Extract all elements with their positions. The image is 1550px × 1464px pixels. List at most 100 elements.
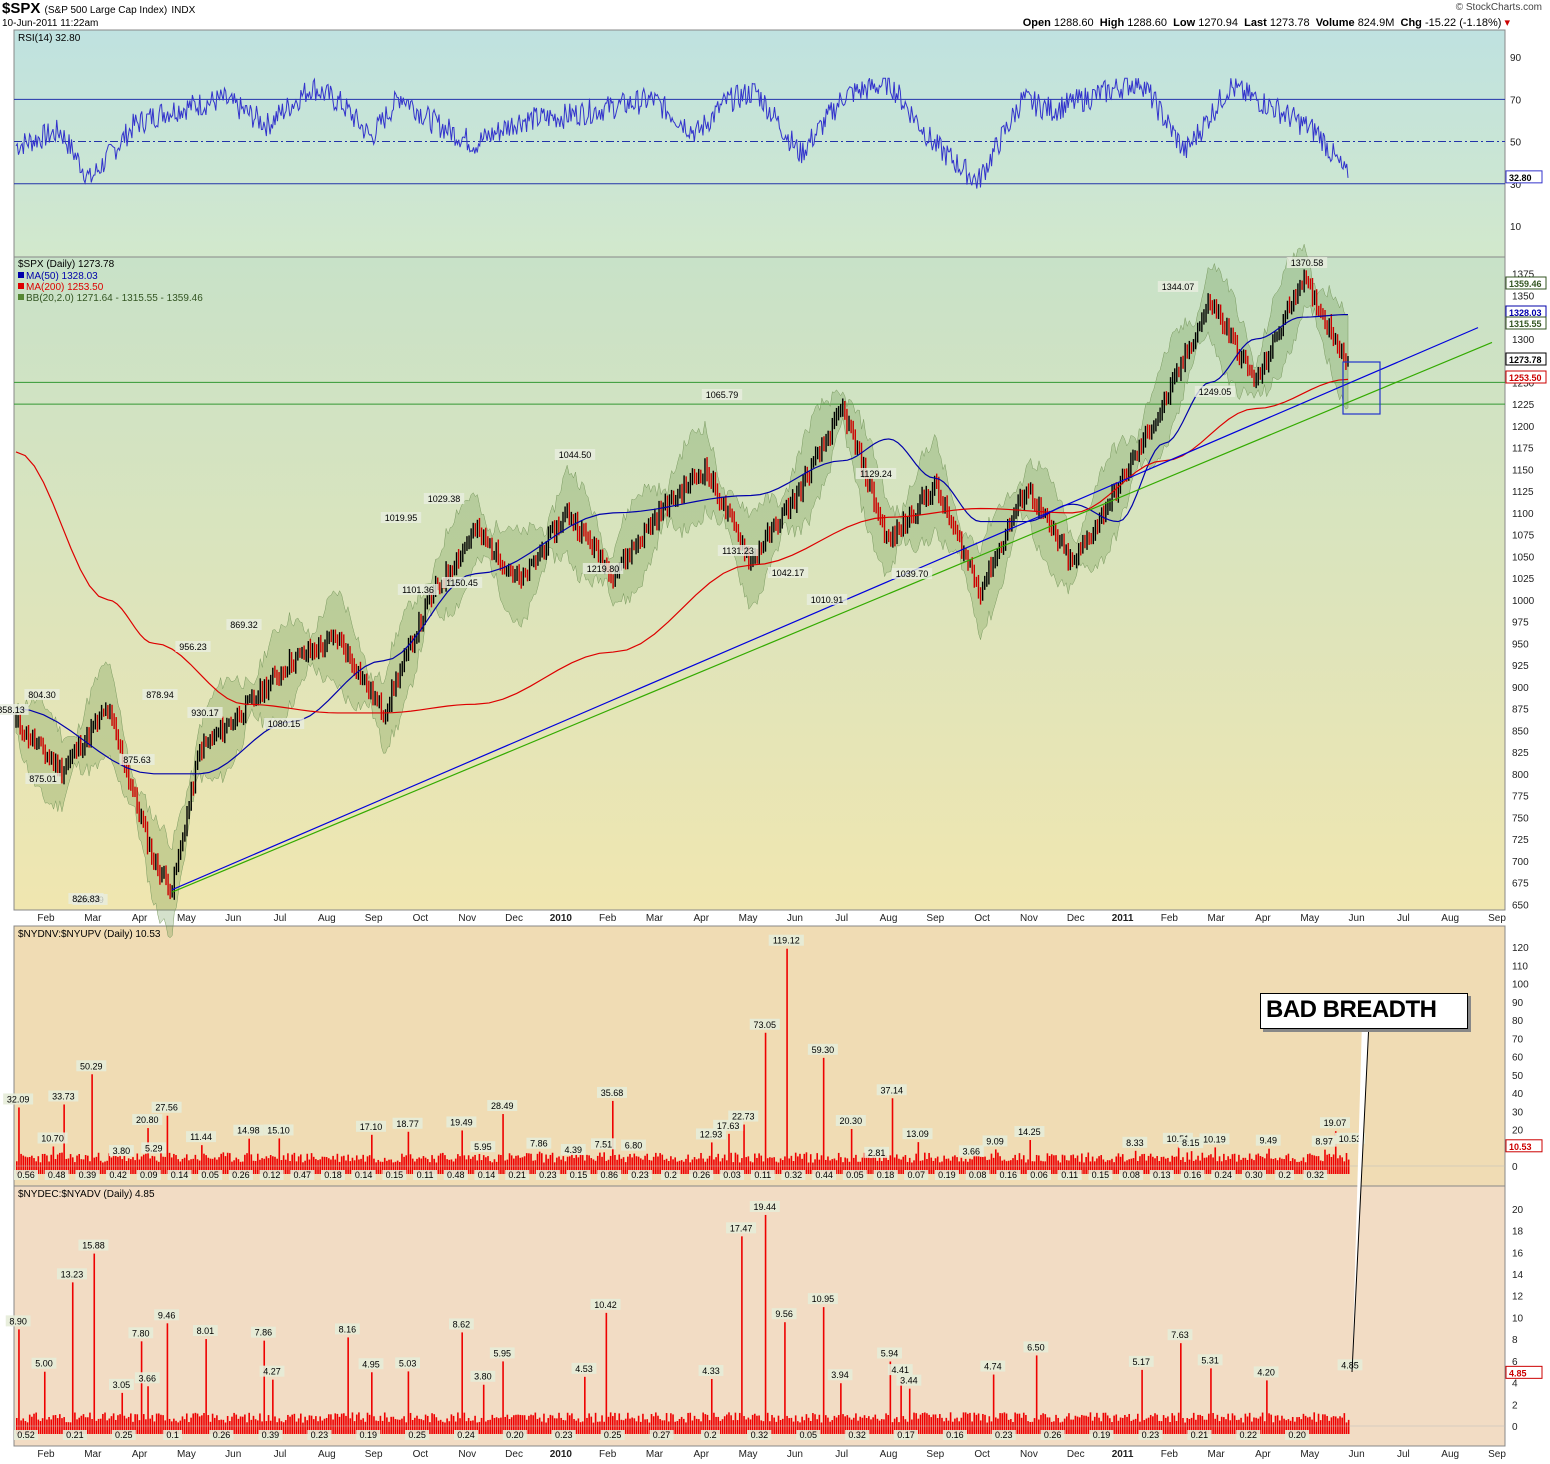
nydnv-bar xyxy=(1089,1161,1092,1174)
nydec-peak-label-bg xyxy=(1128,1355,1154,1367)
nydnv-bar xyxy=(130,1159,132,1174)
nydnv-bar xyxy=(78,1154,80,1174)
nydec-low-label: 0.39 xyxy=(262,1430,280,1440)
nydnv-bar xyxy=(1238,1154,1240,1174)
nydec-low-label: 0.25 xyxy=(115,1430,133,1440)
nydnv-low-label: 0.16 xyxy=(1184,1170,1202,1180)
nydec-bar xyxy=(611,1416,614,1434)
price-annotation-bg xyxy=(1194,386,1236,397)
nydec-bar xyxy=(646,1419,649,1434)
nydnv-bar xyxy=(502,1114,504,1174)
price-annotation-bg xyxy=(423,493,465,504)
nydnv-bar xyxy=(461,1130,463,1174)
nydec-bar xyxy=(558,1412,560,1434)
nydnv-bar xyxy=(319,1159,321,1174)
nydnv-bar xyxy=(405,1155,408,1174)
nydnv-peak-label-bg xyxy=(958,1145,984,1157)
nydec-bar xyxy=(835,1417,838,1434)
nydnv-bar xyxy=(280,1160,283,1174)
nydnv-bar xyxy=(1025,1162,1027,1174)
nydnv-bar xyxy=(226,1152,229,1174)
x-tick-label: Sep xyxy=(1488,1449,1506,1460)
nydec-bar xyxy=(153,1421,156,1434)
nydec-low-label-bg xyxy=(307,1430,332,1440)
nydnv-bar xyxy=(695,1159,698,1174)
nydec-bar xyxy=(904,1419,907,1434)
nydnv-bar xyxy=(958,1161,961,1174)
nydec-bar xyxy=(1306,1417,1309,1434)
nydnv-bar xyxy=(728,1133,730,1174)
nydec-peak-label-bg xyxy=(1197,1354,1223,1366)
nydnv-peak-label: 7.86 xyxy=(530,1139,548,1149)
nydnv-peak-label-bg xyxy=(1199,1133,1230,1145)
nydnv-bar xyxy=(218,1157,220,1174)
nydnv-peak-label-bg xyxy=(590,1138,616,1150)
nydec-peak-label-bg xyxy=(807,1293,838,1305)
nydnv-peak-label-bg xyxy=(186,1131,217,1143)
nydnv-bar xyxy=(786,948,788,1174)
nydec-bar xyxy=(672,1414,674,1434)
nydnv-low-label: 0.11 xyxy=(754,1170,771,1180)
nydnv-bar xyxy=(74,1162,76,1174)
nydec-bar xyxy=(979,1420,982,1434)
nydnv-bar xyxy=(332,1155,334,1174)
nydnv-bar xyxy=(799,1153,801,1174)
nydec-bar xyxy=(1126,1416,1128,1434)
price-tick-label: 950 xyxy=(1512,639,1529,650)
nydnv-bar xyxy=(125,1160,128,1174)
nydnv-bar xyxy=(231,1161,233,1174)
nydnv-bar xyxy=(672,1159,674,1174)
nydnv-bar xyxy=(321,1156,324,1174)
nydec-bar xyxy=(472,1420,474,1434)
nydec-bar xyxy=(1113,1415,1115,1434)
price-tag-box xyxy=(1505,370,1547,384)
nydnv-bar xyxy=(859,1161,862,1174)
price-annotation-bg xyxy=(806,594,848,605)
nydnv-bar xyxy=(495,1161,498,1174)
symbol-title: $SPX (S&P 500 Large Cap Index) INDX xyxy=(2,0,195,17)
nydnv-bar xyxy=(487,1156,489,1174)
nydnv-bar xyxy=(108,1153,111,1174)
nydec-bar xyxy=(984,1414,986,1434)
nydec-bar xyxy=(1143,1420,1146,1434)
nydec-low-label: 0.23 xyxy=(555,1430,573,1440)
x-tick-label: Dec xyxy=(1067,913,1085,924)
price-annotation: 1044.50 xyxy=(559,450,592,460)
nydnv-peak-label-bg xyxy=(560,1143,586,1155)
nydnv-bar xyxy=(373,1158,375,1174)
price-title: $SPX (Daily) 1273.78 xyxy=(18,259,115,270)
nydec-bar xyxy=(166,1323,169,1434)
nydnv-bar xyxy=(1057,1160,1059,1174)
nydec-bar xyxy=(117,1415,119,1434)
nydnv-peak-label-bg xyxy=(876,1084,907,1096)
nydnv-bar xyxy=(259,1159,261,1174)
nydnv-bar xyxy=(396,1160,399,1174)
nydnv-bar xyxy=(562,1156,565,1174)
nydnv-low-label-bg xyxy=(781,1170,806,1180)
nydec-bar xyxy=(201,1415,203,1434)
nydnv-bar xyxy=(1182,1157,1184,1174)
nydnv-bar xyxy=(723,1154,726,1174)
nydnv-bar xyxy=(1210,1154,1212,1174)
nydnv-low-label-bg xyxy=(106,1170,131,1180)
nydec-bar xyxy=(939,1414,941,1434)
nydec-bar xyxy=(388,1421,390,1434)
nydnv-bar xyxy=(896,1154,898,1174)
nydec-bar xyxy=(1035,1355,1038,1434)
nydec-bar xyxy=(185,1413,188,1434)
nydec-peak-label: 8.16 xyxy=(339,1324,357,1334)
nydec-bar xyxy=(1010,1419,1012,1434)
nydnv-bar xyxy=(244,1154,246,1174)
nydnv-low-label-bg xyxy=(873,1170,898,1180)
nydec-bar xyxy=(1203,1419,1206,1434)
nydec-low-label: 0.52 xyxy=(17,1430,35,1440)
price-tick-label: 675 xyxy=(1512,879,1529,890)
nydec-bar xyxy=(452,1415,455,1434)
nydec-bar xyxy=(781,1418,784,1434)
nydec-bar xyxy=(917,1418,920,1434)
nydec-bar xyxy=(594,1412,597,1434)
nydec-bar xyxy=(566,1412,569,1434)
nydnv-bar xyxy=(1173,1156,1176,1174)
nydec-bar xyxy=(898,1422,900,1434)
nydec-bar xyxy=(571,1413,573,1434)
